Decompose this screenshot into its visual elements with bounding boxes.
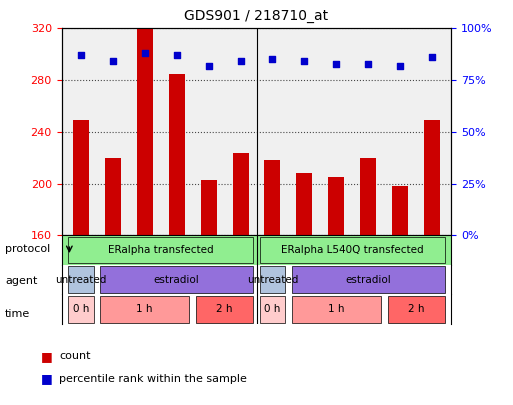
Text: protocol: protocol [5, 244, 50, 254]
Text: time: time [5, 309, 30, 319]
Bar [328, 177, 344, 235]
Point [300, 58, 308, 65]
Text: 1 h: 1 h [328, 304, 345, 314]
Text: ERalpha transfected: ERalpha transfected [108, 245, 213, 255]
Text: ERalpha L540Q transfected: ERalpha L540Q transfected [281, 245, 424, 255]
FancyBboxPatch shape [292, 266, 445, 293]
FancyBboxPatch shape [260, 266, 285, 293]
Bar [73, 120, 89, 235]
FancyBboxPatch shape [387, 296, 445, 322]
Point [332, 60, 341, 67]
Point [428, 54, 437, 61]
FancyBboxPatch shape [260, 296, 285, 322]
Text: 0 h: 0 h [264, 304, 281, 314]
Point [236, 58, 245, 65]
Bar [105, 158, 121, 235]
Bar [136, 28, 153, 235]
Title: GDS901 / 218710_at: GDS901 / 218710_at [185, 9, 328, 23]
Text: ■: ■ [41, 350, 53, 363]
Bar [169, 74, 185, 235]
Point [172, 52, 181, 58]
Point [76, 52, 85, 58]
FancyBboxPatch shape [292, 296, 381, 322]
Bar [265, 160, 281, 235]
Text: estradiol: estradiol [345, 275, 391, 285]
Text: agent: agent [5, 277, 37, 286]
FancyBboxPatch shape [68, 266, 93, 293]
Bar [424, 120, 440, 235]
FancyBboxPatch shape [260, 237, 445, 263]
Text: ■: ■ [41, 372, 53, 385]
FancyBboxPatch shape [100, 296, 189, 322]
Point [109, 58, 117, 65]
Point [364, 60, 372, 67]
Text: 1 h: 1 h [136, 304, 153, 314]
FancyBboxPatch shape [68, 237, 253, 263]
Bar [232, 153, 248, 235]
Text: 2 h: 2 h [408, 304, 425, 314]
Point [268, 56, 277, 63]
FancyBboxPatch shape [100, 266, 253, 293]
Bar [360, 158, 377, 235]
Bar [201, 180, 216, 235]
Point [141, 50, 149, 56]
Text: 0 h: 0 h [72, 304, 89, 314]
Bar [297, 173, 312, 235]
Text: untreated: untreated [247, 275, 298, 285]
Text: count: count [59, 352, 90, 361]
Text: estradiol: estradiol [154, 275, 200, 285]
Text: percentile rank within the sample: percentile rank within the sample [59, 374, 247, 384]
Point [396, 62, 404, 69]
Text: 2 h: 2 h [216, 304, 233, 314]
Text: untreated: untreated [55, 275, 106, 285]
Point [205, 62, 213, 69]
Bar [392, 186, 408, 235]
FancyBboxPatch shape [196, 296, 253, 322]
FancyBboxPatch shape [68, 296, 93, 322]
